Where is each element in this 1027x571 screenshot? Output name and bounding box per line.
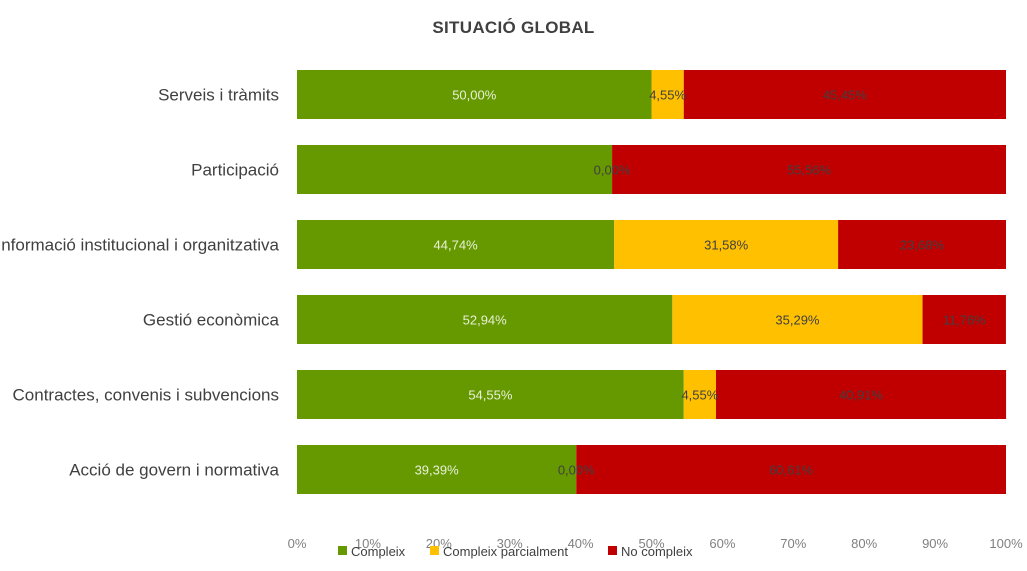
data-label: 55,56% xyxy=(787,163,832,178)
x-tick-label: 70% xyxy=(780,536,806,551)
bar-segment xyxy=(297,370,684,419)
bars-layer xyxy=(297,70,1007,494)
legend-label: Compleix xyxy=(351,544,406,559)
x-tick-label: 0% xyxy=(288,536,307,551)
data-label: 23,68% xyxy=(900,238,945,253)
category-label: Acció de govern i normativa xyxy=(69,461,279,480)
data-label: 50,00% xyxy=(452,88,497,103)
bar-segment xyxy=(297,145,613,194)
legend-swatch xyxy=(430,546,439,555)
bar-segment xyxy=(614,220,839,269)
x-tick-label: 10% xyxy=(355,536,381,551)
legend-label: No compleix xyxy=(621,544,693,559)
bar-segment xyxy=(716,370,1007,419)
bar-segment xyxy=(576,445,1006,494)
category-label: Participació xyxy=(191,161,279,180)
bar-segment xyxy=(838,220,1006,269)
data-label: 60,61% xyxy=(769,463,814,478)
legend: Compleix Compleix parcialment No compleix xyxy=(338,544,693,559)
data-label: 54,55% xyxy=(468,388,513,403)
bar-segment xyxy=(672,295,923,344)
category-label: Serveis i tràmits xyxy=(158,86,279,105)
category-label: Gestió econòmica xyxy=(143,311,280,330)
legend-swatch xyxy=(608,546,617,555)
bar-segment xyxy=(297,295,673,344)
x-axis: 0% 10% 20% 30% 40% 50% 60% 70% 80% 90% 100% xyxy=(288,536,1023,551)
bar-segment xyxy=(683,370,717,419)
x-tick-label: 90% xyxy=(922,536,948,551)
bar-segment xyxy=(651,70,684,119)
data-label: 11,76% xyxy=(943,313,987,328)
data-label: 45,45% xyxy=(823,88,868,103)
bar-segment xyxy=(683,70,1006,119)
data-label: 4,55% xyxy=(649,88,686,103)
x-tick-label: 30% xyxy=(497,536,523,551)
legend-label: Compleix parcialment xyxy=(443,544,568,559)
category-label: Informació institucional i organitzativa xyxy=(0,236,280,255)
legend-swatch xyxy=(338,546,347,555)
data-label: 44,74% xyxy=(434,238,479,253)
data-label: 4,55% xyxy=(681,388,718,403)
data-label: 0,00% xyxy=(558,463,595,478)
data-label: 0,00% xyxy=(594,163,631,178)
x-tick-label: 100% xyxy=(989,536,1023,551)
chart-title: SITUACIÓ GLOBAL xyxy=(432,18,595,37)
bar-segment xyxy=(297,220,615,269)
data-label: 31,58% xyxy=(704,238,749,253)
x-tick-label: 60% xyxy=(709,536,735,551)
bar-segment xyxy=(297,70,652,119)
x-tick-label: 50% xyxy=(638,536,664,551)
labels-layer: Serveis i tràmits 50,00% 4,55% 45,45% Partic… xyxy=(0,86,986,480)
category-label: Contractes, convenis i subvencions xyxy=(13,386,279,405)
bar-segment xyxy=(297,445,577,494)
data-label: 35,29% xyxy=(775,313,820,328)
data-label: 52,94% xyxy=(463,313,508,328)
bar-segment xyxy=(612,145,1006,194)
x-tick-label: 40% xyxy=(568,536,594,551)
data-label: 40,91% xyxy=(839,388,884,403)
bar-segment xyxy=(922,295,1006,344)
x-tick-label: 80% xyxy=(851,536,877,551)
data-label: 39,39% xyxy=(415,463,460,478)
